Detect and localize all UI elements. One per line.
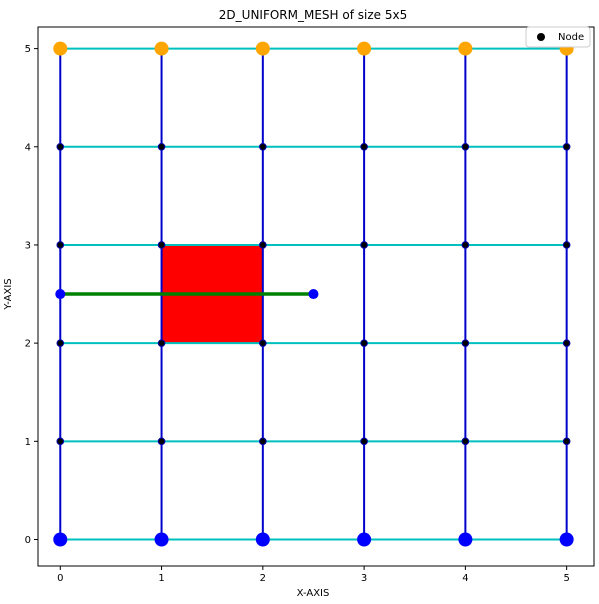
mesh-node	[259, 142, 267, 151]
x-tick-label: 0	[57, 573, 63, 584]
mesh-node	[259, 241, 267, 249]
mesh-node	[562, 142, 571, 151]
mesh-node	[360, 437, 368, 446]
boundary-node-top	[53, 41, 68, 56]
y-tick-label: 2	[25, 339, 31, 350]
mesh-node	[157, 241, 166, 249]
boundary-node-top	[357, 41, 372, 56]
mesh-node	[461, 339, 470, 347]
mesh-node	[157, 142, 166, 151]
plot-area	[53, 41, 574, 547]
mesh-node	[461, 142, 470, 151]
mesh-node	[562, 437, 571, 446]
mesh-node	[360, 241, 368, 249]
mesh-node	[360, 339, 368, 347]
boundary-node-top	[255, 41, 270, 56]
boundary-node-bottom	[357, 532, 372, 547]
mesh-node	[259, 339, 267, 347]
legend-box	[525, 26, 591, 48]
chart-title: 2D_UNIFORM_MESH of size 5x5	[219, 8, 407, 22]
mesh-node	[562, 339, 571, 347]
legend: Node	[525, 26, 591, 48]
segment-end-point	[308, 289, 319, 300]
boundary-node-bottom	[255, 532, 270, 547]
mesh-node	[461, 437, 470, 446]
x-tick-label: 1	[158, 573, 164, 584]
x-tick-label: 3	[361, 573, 367, 584]
mesh-node	[259, 437, 267, 446]
y-tick-label: 0	[25, 535, 31, 546]
mesh-node	[56, 142, 65, 151]
boundary-node-bottom	[154, 532, 169, 547]
boundary-node-bottom	[458, 532, 473, 547]
mesh-node	[56, 241, 65, 249]
mesh-node	[56, 339, 65, 347]
y-tick-label: 1	[25, 437, 31, 448]
boundary-node-bottom	[53, 532, 68, 547]
plot-frame	[37, 26, 595, 567]
legend-node-marker	[537, 33, 545, 41]
x-tick-label: 5	[563, 573, 569, 584]
y-axis-label: Y-AXIS	[3, 278, 14, 310]
x-tick-label: 4	[462, 573, 468, 584]
x-axis-label: X-AXIS	[297, 588, 330, 599]
boundary-node-top	[458, 41, 473, 56]
mesh-node	[360, 142, 368, 151]
mesh-node	[157, 437, 166, 446]
mesh-node	[562, 241, 571, 249]
y-tick-label: 4	[25, 142, 31, 153]
mesh-node	[157, 339, 166, 347]
boundary-node-top	[154, 41, 169, 56]
mesh-node	[461, 241, 470, 249]
legend-node-label: Node	[558, 32, 584, 43]
segment-end-point	[55, 289, 66, 300]
x-tick-label: 2	[260, 573, 266, 584]
y-tick-label: 3	[25, 240, 31, 251]
mesh-node	[56, 437, 65, 446]
axis-ticks: 0 1 2 3 4 5 0 1 2 3 4 5	[25, 44, 570, 584]
y-tick-label: 5	[25, 44, 31, 55]
boundary-node-bottom	[559, 532, 574, 547]
